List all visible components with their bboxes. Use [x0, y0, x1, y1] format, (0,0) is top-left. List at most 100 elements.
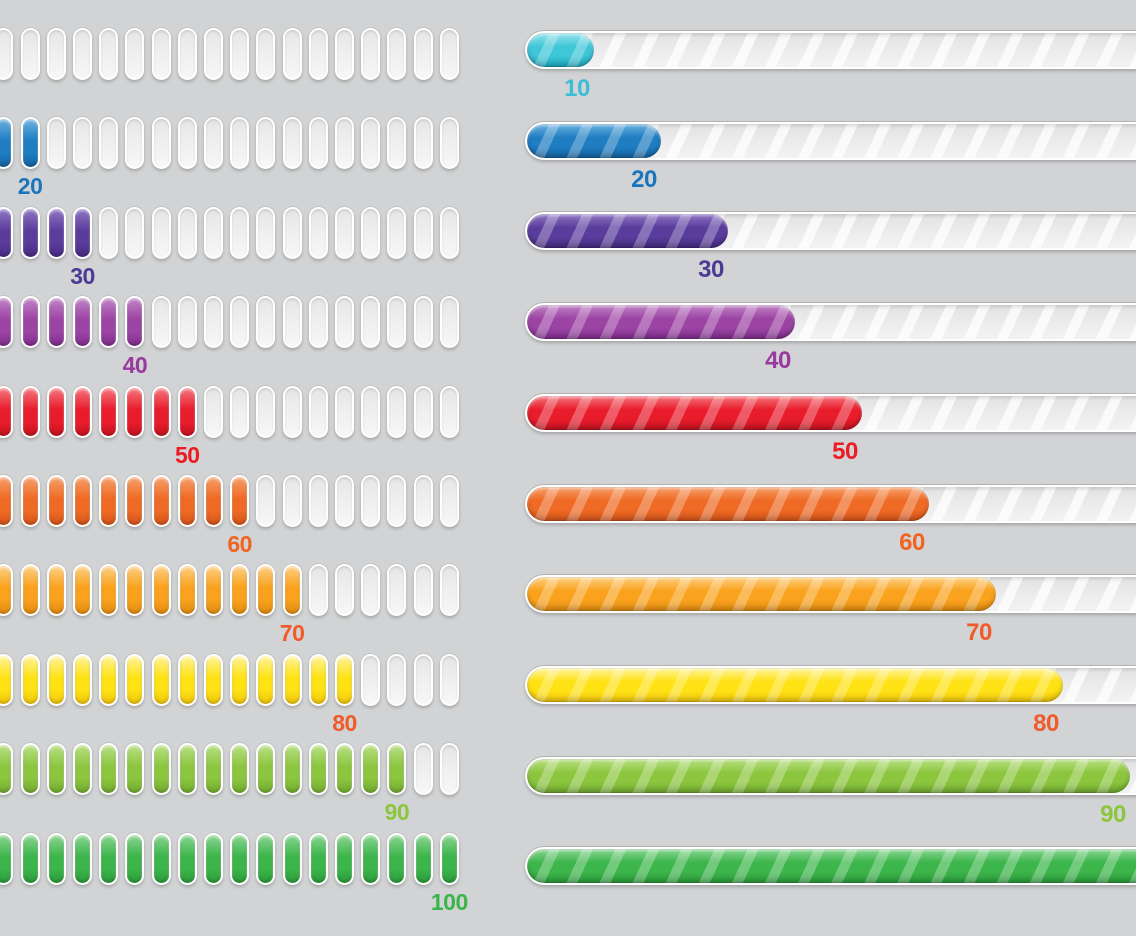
segment-filled [73, 564, 92, 617]
segment-empty [256, 28, 276, 80]
segment-empty [73, 117, 92, 170]
progress-track-groove [527, 667, 1136, 702]
segment-face [127, 477, 143, 525]
striped-progress-row-60: 60 [525, 484, 1136, 556]
segment-filled [335, 653, 354, 706]
segment-face [441, 655, 457, 704]
segment-empty [413, 475, 433, 527]
segment-face [0, 655, 12, 704]
segment-empty [256, 117, 276, 170]
segment-empty [125, 206, 145, 259]
segment-empty [361, 385, 381, 438]
segment-empty [204, 296, 223, 349]
progress-track-groove [527, 214, 1136, 249]
segment-face [284, 119, 300, 168]
segment-face [179, 834, 195, 883]
segment-filled [177, 653, 197, 706]
progress-track [525, 212, 1136, 251]
segment-empty [413, 385, 433, 438]
segment-empty [177, 28, 197, 80]
segment-empty [308, 296, 328, 349]
segment-face [206, 387, 221, 436]
segment-face [153, 477, 169, 525]
segmented-progress-row-20: 20 [0, 117, 502, 199]
striped-progress-row-20: 20 [525, 121, 1136, 193]
segment-filled [73, 832, 92, 885]
segment-face [0, 119, 12, 168]
progress-track-groove [527, 305, 1136, 340]
segment-empty [413, 564, 433, 617]
segment-face [0, 30, 12, 78]
segment-filled [230, 743, 250, 796]
striped-progress-row-100: 100 [525, 847, 1136, 886]
segment-face [153, 298, 169, 347]
segment-face [232, 119, 248, 168]
segment-filled [73, 296, 92, 349]
segment-face [363, 834, 379, 883]
segment-empty [361, 475, 381, 527]
segment-filled [20, 296, 40, 349]
segment-empty [151, 206, 171, 259]
segment-face [258, 387, 274, 436]
segment-face [415, 387, 431, 436]
segment-filled [20, 832, 40, 885]
segment-face [389, 745, 405, 794]
segment-filled [335, 832, 354, 885]
segment-face [48, 30, 64, 78]
progress-value-label: 30 [698, 256, 724, 284]
segment-face [75, 834, 90, 883]
progress-track [525, 121, 1136, 160]
segment-filled [20, 206, 40, 259]
segment-empty [256, 206, 276, 259]
progress-track [525, 303, 1136, 342]
segment-face [363, 30, 379, 78]
segment-face [22, 566, 38, 615]
segment-face [48, 298, 64, 347]
progress-value-label: 100 [430, 888, 468, 915]
segment-face [179, 566, 195, 615]
progress-track [525, 665, 1136, 704]
segment-face [206, 655, 221, 704]
segment-face [415, 298, 431, 347]
segment-empty [0, 28, 14, 80]
segment-filled [73, 743, 92, 796]
segment-face [75, 30, 90, 78]
segment-filled [46, 832, 66, 885]
segment-face [75, 208, 90, 257]
segment-filled [177, 564, 197, 617]
segment-filled [387, 832, 407, 885]
segment-face [284, 298, 300, 347]
segment-filled [73, 475, 92, 527]
segment-face [22, 208, 38, 257]
segment-face [310, 387, 326, 436]
segment-filled [151, 832, 171, 885]
segment-face [179, 477, 195, 525]
segment-filled [204, 743, 223, 796]
segment-filled [99, 743, 119, 796]
segment-face [284, 208, 300, 257]
segment-filled [46, 653, 66, 706]
segment-filled [0, 475, 14, 527]
segment-empty [439, 564, 459, 617]
segment-face [441, 387, 457, 436]
segment-face [258, 655, 274, 704]
segment-empty [177, 206, 197, 259]
segment-filled [73, 206, 92, 259]
segment-filled [151, 564, 171, 617]
segment-face [48, 387, 64, 436]
segment-filled [308, 743, 328, 796]
striped-progress-row-50: 50 [525, 393, 1136, 465]
segment-filled [177, 385, 197, 438]
segment-empty [256, 296, 276, 349]
segment-face [415, 655, 431, 704]
segment-face [363, 208, 379, 257]
progress-track [525, 575, 1136, 614]
striped-progress-row-10: 10 [525, 31, 1136, 102]
segment-face [206, 745, 221, 794]
progress-track-groove [527, 33, 1136, 67]
segment-face [284, 387, 300, 436]
segmented-progress-row-30: 30 [0, 206, 502, 289]
segment-face [179, 298, 195, 347]
segment-face [258, 834, 274, 883]
segment-face [22, 834, 38, 883]
